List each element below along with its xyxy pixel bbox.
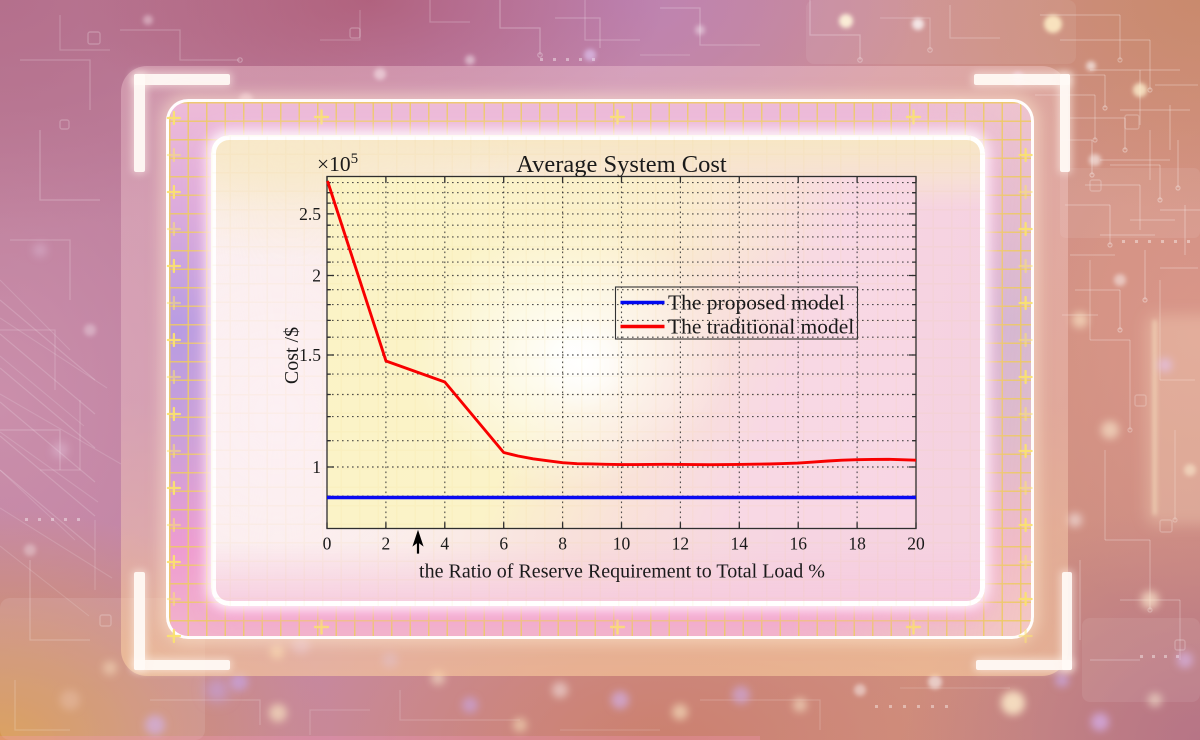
svg-text:2: 2 [312, 266, 321, 286]
svg-text:the Ratio of Reserve Requireme: the Ratio of Reserve Requirement to Tota… [419, 561, 825, 583]
svg-text:Cost /$: Cost /$ [281, 327, 303, 384]
svg-text:1: 1 [312, 457, 321, 477]
svg-text:20: 20 [907, 534, 925, 554]
svg-text:1.5: 1.5 [299, 345, 321, 365]
svg-text:6: 6 [499, 534, 508, 554]
svg-text:12: 12 [672, 534, 690, 554]
svg-text:The proposed model: The proposed model [668, 291, 845, 315]
svg-text:10: 10 [613, 534, 631, 554]
svg-text:16: 16 [789, 534, 807, 554]
svg-text:2.5: 2.5 [299, 204, 321, 224]
svg-text:8: 8 [558, 534, 567, 554]
svg-text:0: 0 [323, 534, 332, 554]
svg-text:Average System Cost: Average System Cost [516, 151, 727, 178]
svg-text:The traditional model: The traditional model [668, 315, 854, 339]
svg-text:4: 4 [440, 534, 449, 554]
svg-text:14: 14 [731, 534, 749, 554]
svg-text:×105: ×105 [317, 151, 358, 176]
svg-text:18: 18 [848, 534, 866, 554]
svg-text:2: 2 [382, 534, 391, 554]
